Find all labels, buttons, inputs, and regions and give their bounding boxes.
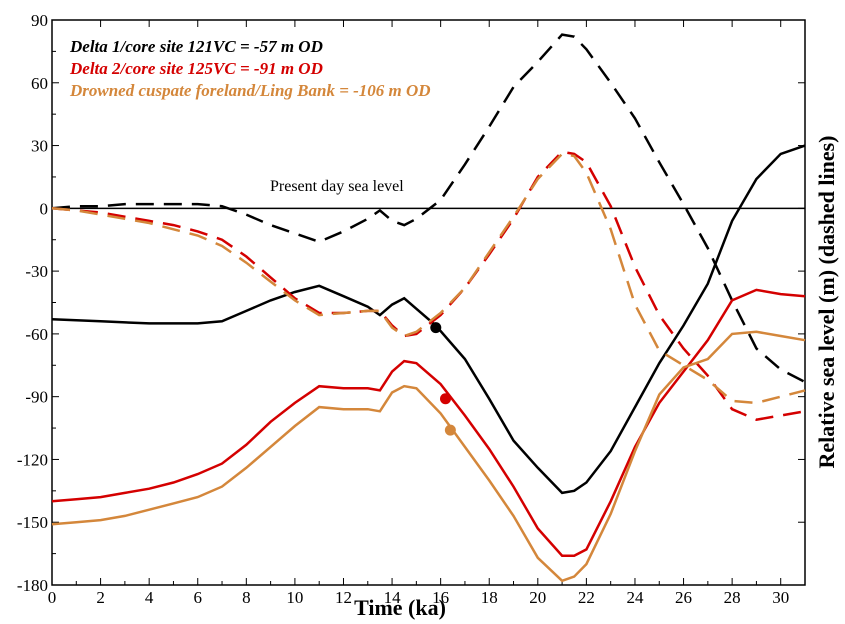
series-layer (51, 33, 806, 583)
series-1-solid-line (51, 144, 806, 495)
series-2-marker (440, 393, 452, 405)
series-2-solid-line (51, 288, 806, 557)
legend: Delta 1/core site 121VC = -57 m OD Delta… (69, 37, 431, 100)
x-tick-label: 22 (578, 588, 595, 607)
x-tick-label: 0 (48, 588, 57, 607)
series-1-marker (430, 322, 442, 334)
x-axis-title: Time (ka) (354, 595, 446, 620)
series-2-sea-level-dashed-line (51, 150, 806, 421)
x-tick-label: 8 (242, 588, 251, 607)
series-3-marker (444, 424, 456, 436)
y-tick-label: 60 (31, 74, 48, 93)
x-tick-label: 6 (193, 588, 202, 607)
y-tick-label: -120 (17, 450, 48, 469)
y-tick-label: -60 (25, 325, 48, 344)
x-tick-label: 10 (286, 588, 303, 607)
y-tick-label: 30 (31, 137, 48, 156)
y-tick-label: 0 (40, 199, 49, 218)
axis-ticks: 0 2 4 6 8 10 12 14 16 18 20 22 24 26 28 309060300-30-60… (17, 11, 805, 607)
x-tick-label: 26 (675, 588, 692, 607)
x-tick-label: 20 (529, 588, 546, 607)
x-tick-label: 4 (145, 588, 154, 607)
plot-frame (51, 19, 806, 586)
x-tick-label: 18 (481, 588, 498, 607)
x-tick-label: 2 (96, 588, 105, 607)
series-1-sea-level-dashed-line (51, 33, 806, 384)
y-tick-label: -180 (17, 576, 48, 595)
x-tick-label: 14 (384, 588, 402, 607)
x-tick-label: 16 (432, 588, 449, 607)
y-tick-label: -90 (25, 388, 48, 407)
legend-entry-drowned-cuspate-foreland: Drowned cuspate foreland/Ling Bank = -10… (69, 81, 431, 100)
series-3-sea-level-dashed-line (51, 152, 806, 405)
x-tick-label: 24 (626, 588, 644, 607)
y-tick-label: -150 (17, 513, 48, 532)
y-axis-title: Relative sea level (m) (dashed lines) (814, 136, 839, 469)
legend-entry-delta-2: Delta 2/core site 125VC = -91 m OD (69, 59, 323, 78)
x-tick-label: 28 (724, 588, 741, 607)
series-3-solid-line (51, 330, 806, 583)
legend-entry-delta-1: Delta 1/core site 121VC = -57 m OD (69, 37, 323, 56)
y-tick-label: -30 (25, 262, 48, 281)
x-tick-label: 30 (772, 588, 789, 607)
present-day-sea-level-label: Present day sea level (270, 178, 404, 195)
y-tick-label: 90 (31, 11, 48, 30)
x-tick-label: 12 (335, 588, 352, 607)
